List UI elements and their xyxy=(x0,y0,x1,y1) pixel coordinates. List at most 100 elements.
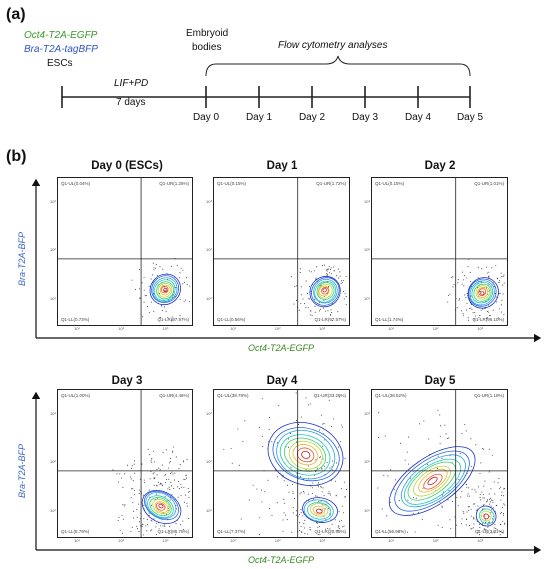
event-dot xyxy=(326,270,328,272)
event-dot xyxy=(340,280,342,282)
event-dot xyxy=(316,467,318,469)
event-dot xyxy=(338,446,340,448)
event-dot xyxy=(406,531,408,533)
event-dot xyxy=(465,518,468,521)
event-dot xyxy=(503,282,505,284)
y-tick-label: 10³ xyxy=(50,410,56,416)
density-contour xyxy=(312,505,326,515)
event-dot xyxy=(301,531,303,533)
event-dot xyxy=(459,452,461,455)
event-dot xyxy=(298,309,300,311)
event-dot xyxy=(488,271,490,273)
event-dot xyxy=(329,492,331,495)
density-contour xyxy=(296,447,315,463)
event-dot xyxy=(154,267,156,269)
event-dot xyxy=(502,514,504,516)
event-dot xyxy=(261,398,263,400)
event-dot xyxy=(452,276,454,278)
event-dot xyxy=(478,534,480,536)
event-dot xyxy=(343,291,345,293)
event-dot xyxy=(466,292,468,295)
event-dot xyxy=(147,523,149,526)
density-contour xyxy=(413,465,451,497)
x-tick-label: 10³ xyxy=(162,326,169,331)
event-dot xyxy=(492,518,494,520)
timeline-day-0: Day 0 xyxy=(192,112,220,123)
event-dot xyxy=(117,519,119,522)
y-tick-label: 10³ xyxy=(364,410,370,416)
event-dot xyxy=(322,307,324,309)
event-dot xyxy=(271,441,273,443)
event-dot xyxy=(151,461,153,463)
event-dot xyxy=(182,283,184,285)
y-axis-label-row1: Bra-T2A-BFP xyxy=(17,232,27,287)
x-tick-label: 10¹ xyxy=(230,326,236,331)
event-dot xyxy=(489,315,491,317)
event-dot xyxy=(494,523,496,526)
event-dot xyxy=(498,281,500,283)
event-dot xyxy=(141,282,143,284)
plot-title-day0: Day 0 (ESCs) xyxy=(91,160,163,172)
event-dot xyxy=(493,530,495,532)
event-dot xyxy=(330,268,332,271)
event-dot xyxy=(300,286,302,288)
event-dot xyxy=(300,302,302,305)
event-dot xyxy=(149,453,151,456)
event-dot xyxy=(152,473,154,475)
timeline-day-1: Day 1 xyxy=(245,112,273,123)
event-dot xyxy=(156,474,158,476)
event-dot xyxy=(381,508,383,510)
event-dot xyxy=(343,481,345,483)
density-contour xyxy=(477,287,489,299)
event-dot xyxy=(171,494,173,496)
x-tick-label: 10¹ xyxy=(230,538,236,543)
event-dot xyxy=(393,488,395,490)
density-contour xyxy=(316,282,335,300)
event-dot xyxy=(182,269,184,271)
event-dot xyxy=(467,317,469,319)
event-dot xyxy=(439,435,441,437)
event-dot xyxy=(143,518,145,520)
event-dot xyxy=(180,495,182,497)
event-dot xyxy=(286,484,289,486)
event-dot xyxy=(180,267,182,269)
event-dot xyxy=(468,509,470,511)
event-dot xyxy=(342,281,344,283)
event-dot xyxy=(326,269,328,271)
event-dot xyxy=(244,420,246,422)
event-dot xyxy=(337,311,339,313)
event-dot xyxy=(329,494,331,496)
x-tick-label: 10³ xyxy=(319,326,326,331)
density-contour xyxy=(267,422,344,486)
event-dot xyxy=(470,295,472,297)
event-dot xyxy=(478,317,480,319)
event-dot xyxy=(319,308,321,310)
event-dot xyxy=(468,487,470,489)
event-dot xyxy=(143,276,145,279)
event-dot xyxy=(156,468,158,471)
event-dot xyxy=(248,499,250,501)
density-contour xyxy=(157,282,173,298)
density-contour xyxy=(322,288,327,293)
event-dot xyxy=(162,525,164,527)
event-dot xyxy=(308,270,310,272)
event-dot xyxy=(308,285,310,288)
event-dot xyxy=(136,508,138,511)
event-dot xyxy=(439,443,441,445)
event-dot xyxy=(169,461,171,463)
event-dot xyxy=(486,317,488,320)
event-dot xyxy=(466,302,468,304)
event-dot xyxy=(172,450,174,452)
event-dot xyxy=(121,532,124,534)
panel-b-label: (b) xyxy=(6,148,27,165)
event-dot xyxy=(292,507,294,509)
event-dot xyxy=(150,460,152,462)
event-dot xyxy=(162,452,164,454)
event-dot xyxy=(143,534,145,536)
event-dot xyxy=(484,515,486,517)
event-dot xyxy=(408,436,410,438)
event-dot xyxy=(288,491,290,493)
event-dot xyxy=(471,488,473,490)
event-dot xyxy=(161,483,163,485)
event-dot xyxy=(171,471,173,473)
